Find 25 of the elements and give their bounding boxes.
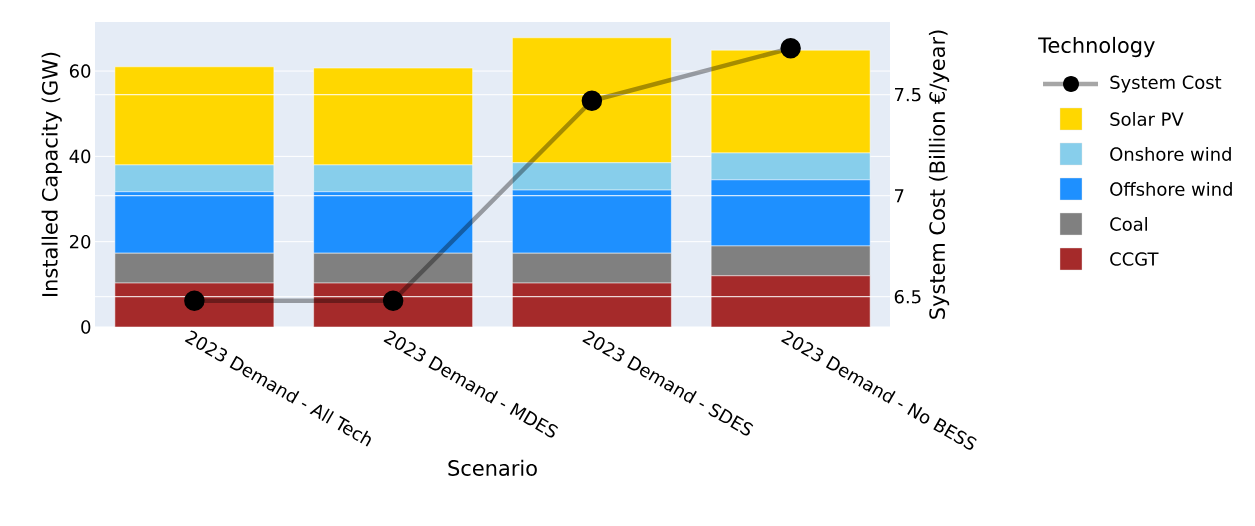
legend-label: Coal (1110, 217, 1147, 231)
y2-axis-title: System Cost (Billion €/year) (928, 30, 950, 319)
legend-label: Offshore wind (1110, 182, 1232, 196)
y-tick-label: 40 (69, 149, 91, 164)
bar (710, 275, 871, 327)
legend-title: Technology (1038, 36, 1155, 58)
y-tick-label: 60 (69, 64, 91, 78)
legend-label: CCGT (1110, 252, 1159, 266)
point (382, 290, 404, 311)
y-tick-label: 0 (81, 320, 91, 334)
point (780, 38, 801, 59)
legend-label: Onshore wind (1110, 147, 1231, 161)
bar (114, 283, 274, 327)
bar (512, 283, 672, 327)
bar (313, 283, 473, 327)
legend-label: System Cost (1110, 75, 1222, 93)
y2-tick-label: 7.5 (895, 88, 921, 102)
y-tick-label: 20 (69, 234, 91, 249)
y2-tick-label: 7 (895, 189, 904, 203)
text: Solar PV (1110, 112, 1184, 126)
point (184, 290, 205, 311)
y2-tick-label: 6.5 (894, 289, 921, 304)
point (581, 90, 603, 112)
x-axis-title: Scenario (448, 459, 537, 476)
y-axis-title: Installed Capacity (GW) (41, 52, 62, 296)
